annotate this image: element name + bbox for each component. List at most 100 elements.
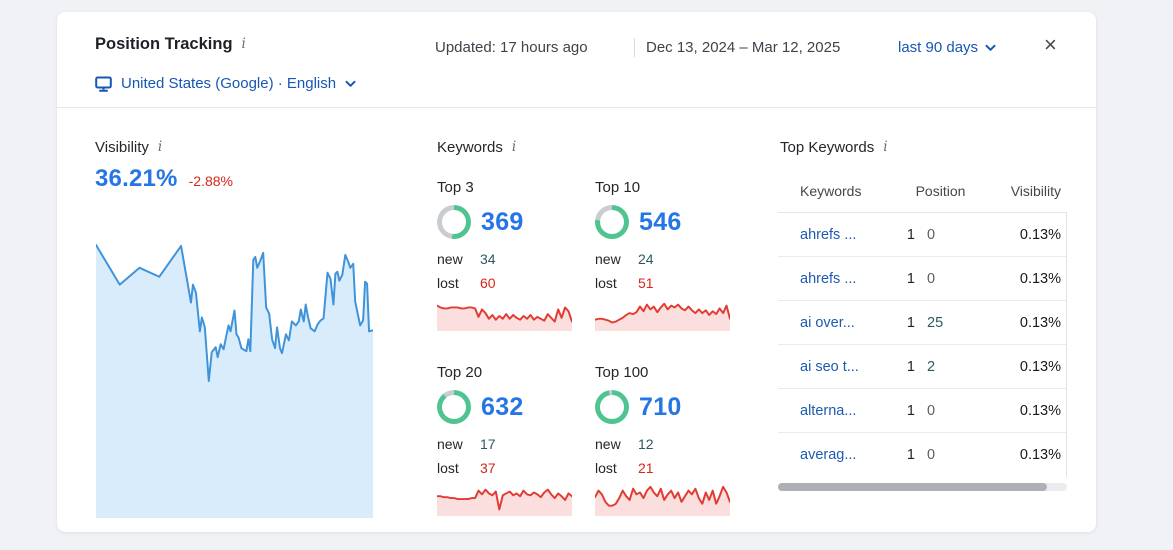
date-range: Dec 13, 2024 – Mar 12, 2025 <box>646 39 841 56</box>
column-header-visibility: Visibility <box>1010 183 1061 199</box>
position-change: 0 <box>927 402 936 419</box>
lost-label: lost <box>437 460 459 476</box>
position-cell: 1 25 <box>893 315 988 331</box>
stat-count: 369 <box>481 207 524 236</box>
widget-title: Position Tracking i <box>95 35 246 54</box>
position-change: 25 <box>927 314 944 331</box>
new-row: new 24 <box>595 251 730 267</box>
keyword-link[interactable]: ahrefs ... <box>800 270 857 287</box>
lost-row: lost 21 <box>595 460 730 476</box>
stat-count: 710 <box>639 392 682 421</box>
info-icon[interactable]: i <box>511 139 517 155</box>
keywords-section-label: Keywords i <box>437 139 516 156</box>
keyword-link[interactable]: averag... <box>800 447 857 463</box>
new-label: new <box>595 436 621 452</box>
table-row: ai over... 1 25 0.13% <box>778 301 1066 345</box>
visibility-value-row: 36.21% -2.88% <box>95 165 233 193</box>
top-keywords-table: Keywords Position Visibility ahrefs ... … <box>778 183 1067 477</box>
position-value: 1 <box>906 226 915 243</box>
lost-value: 21 <box>638 460 654 476</box>
position-value: 1 <box>906 270 915 287</box>
sparkline-chart <box>595 302 730 331</box>
close-icon[interactable]: × <box>1044 32 1057 57</box>
keyword-link[interactable]: ahrefs ... <box>800 226 857 243</box>
donut-ring <box>595 390 629 424</box>
stat-label: Top 20 <box>437 364 483 381</box>
new-row: new 12 <box>595 436 730 452</box>
visibility-cell: 0.13% <box>1019 447 1061 463</box>
header-divider <box>57 107 1096 108</box>
position-value: 1 <box>906 447 915 463</box>
keyword-link[interactable]: ai over... <box>800 314 855 331</box>
visibility-cell: 0.13% <box>1019 358 1061 375</box>
donut-ring <box>437 390 471 424</box>
widget-title-text: Position Tracking <box>95 35 233 53</box>
stat-value-row: 632 <box>437 390 572 424</box>
sparkline-chart <box>437 488 572 516</box>
position-change: 0 <box>927 270 936 287</box>
new-row: new 34 <box>437 251 572 267</box>
lost-label: lost <box>595 275 617 291</box>
scope-label: United States (Google) · English <box>121 75 337 92</box>
position-value: 1 <box>906 402 915 419</box>
info-icon[interactable]: i <box>157 139 163 155</box>
desktop-icon <box>95 76 112 92</box>
header-separator <box>634 38 635 57</box>
visibility-change: -2.88% <box>188 173 233 189</box>
lost-row: lost 60 <box>437 275 572 291</box>
new-label: new <box>437 436 463 452</box>
sparkline-chart <box>437 304 572 331</box>
position-change: 0 <box>927 447 936 463</box>
keyword-link[interactable]: alterna... <box>800 402 857 419</box>
horizontal-scrollbar-thumb[interactable] <box>778 483 1047 491</box>
top-keywords-section-label: Top Keywords i <box>780 139 888 156</box>
new-label: new <box>595 251 621 267</box>
new-label: new <box>437 251 463 267</box>
updated-timestamp: Updated: 17 hours ago <box>435 39 588 56</box>
chevron-down-icon <box>985 44 996 51</box>
visibility-cell: 0.13% <box>1019 402 1061 419</box>
position-value: 1 <box>906 358 915 375</box>
lost-value: 51 <box>638 275 654 291</box>
visibility-cell: 0.13% <box>1019 314 1061 331</box>
new-value: 17 <box>480 436 496 452</box>
period-dropdown-label: last 90 days <box>898 39 979 56</box>
stat-top100: Top 100 710 new 12 lost 21 <box>595 364 730 516</box>
stat-top10: Top 10 546 new 24 lost 51 <box>595 179 730 331</box>
visibility-area-chart <box>96 243 373 518</box>
top-keywords-label-text: Top Keywords <box>780 139 875 156</box>
keywords-label-text: Keywords <box>437 139 503 156</box>
stat-top20: Top 20 632 new 17 lost 37 <box>437 364 572 516</box>
column-header-keywords: Keywords <box>800 183 862 199</box>
visibility-cell: 0.13% <box>1019 226 1061 243</box>
chevron-down-icon <box>345 80 356 87</box>
stat-label: Top 10 <box>595 179 641 196</box>
visibility-section-label: Visibility i <box>95 139 162 156</box>
period-dropdown[interactable]: last 90 days <box>898 39 996 56</box>
column-header-position: Position <box>915 183 966 199</box>
keyword-link[interactable]: ai seo t... <box>800 358 859 375</box>
new-row: new 17 <box>437 436 572 452</box>
stat-count: 632 <box>481 392 524 421</box>
visibility-cell: 0.13% <box>1019 270 1061 287</box>
stat-value-row: 546 <box>595 205 730 239</box>
scope-dropdown[interactable]: United States (Google) · English <box>95 75 356 92</box>
info-icon[interactable]: i <box>241 36 246 52</box>
table-header: Keywords Position Visibility <box>778 183 1067 212</box>
horizontal-scrollbar-track <box>778 483 1067 491</box>
stat-value-row: 710 <box>595 390 730 424</box>
info-icon[interactable]: i <box>883 139 888 155</box>
sparkline-chart <box>595 485 730 516</box>
lost-value: 60 <box>480 275 496 291</box>
